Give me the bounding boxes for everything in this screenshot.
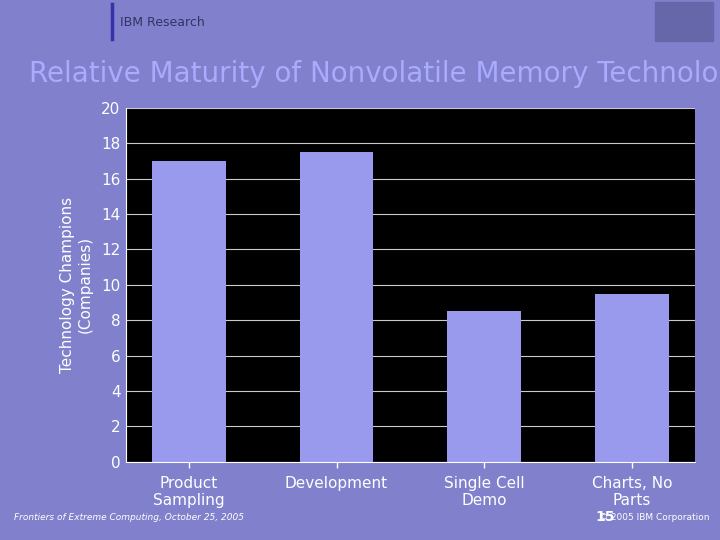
Text: Relative Maturity of Nonvolatile Memory Technologies: Relative Maturity of Nonvolatile Memory … (29, 60, 720, 89)
Text: 15: 15 (595, 510, 615, 524)
Text: Frontiers of Extreme Computing, October 25, 2005: Frontiers of Extreme Computing, October … (14, 512, 244, 522)
Y-axis label: Technology Champions
(Companies): Technology Champions (Companies) (60, 197, 93, 373)
Bar (655, 2, 713, 41)
Bar (447, 312, 521, 462)
Bar (595, 294, 669, 462)
Text: IBM Research: IBM Research (120, 16, 205, 29)
Bar (300, 152, 374, 462)
Text: © 2005 IBM Corporation: © 2005 IBM Corporation (599, 512, 709, 522)
Bar (152, 161, 226, 462)
